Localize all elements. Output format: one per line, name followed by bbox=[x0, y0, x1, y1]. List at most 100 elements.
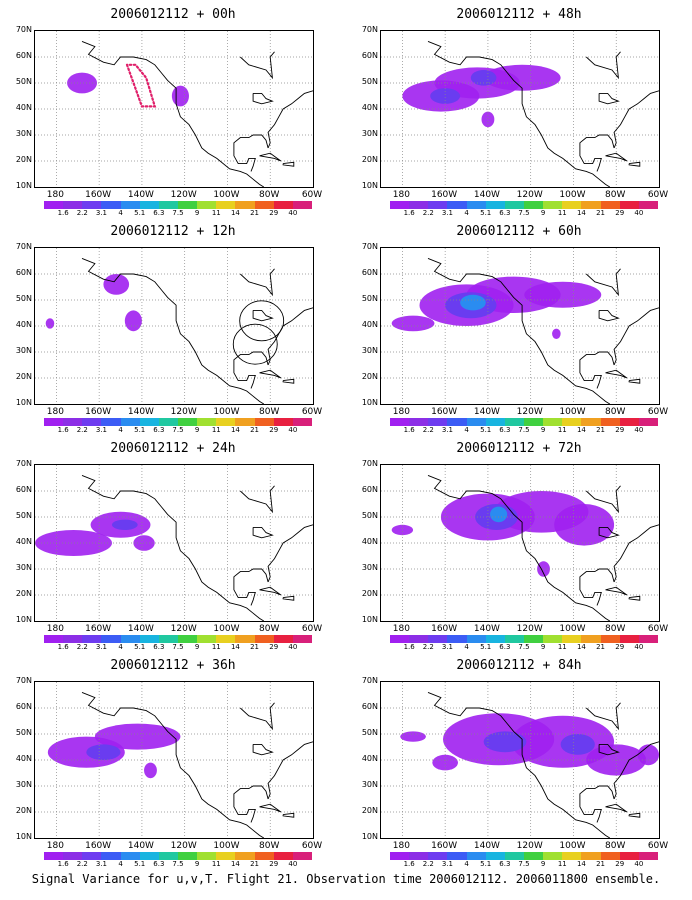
lon-label: 140W bbox=[127, 407, 154, 417]
colorbar-label: 1.6 bbox=[403, 643, 415, 651]
colorbar-swatch bbox=[254, 852, 274, 860]
colorbar-label: 11 bbox=[557, 643, 567, 651]
coastline bbox=[598, 526, 620, 539]
lat-label: 20N bbox=[15, 372, 32, 381]
colorbar-label: 4 bbox=[464, 209, 469, 217]
colorbar-swatch bbox=[504, 852, 524, 860]
lon-label: 120W bbox=[170, 190, 197, 200]
lon-label: 140W bbox=[127, 624, 154, 634]
coastline bbox=[267, 741, 313, 800]
colorbar-swatch bbox=[504, 635, 524, 643]
lat-label: 50N bbox=[15, 294, 32, 303]
colorbar-swatch bbox=[197, 635, 217, 643]
lon-label: 180 bbox=[392, 407, 410, 417]
variance-blob bbox=[400, 731, 426, 742]
lat-label: 30N bbox=[15, 129, 32, 138]
lat-label: 50N bbox=[361, 728, 378, 737]
coastline bbox=[239, 51, 275, 80]
lon-label: 80W bbox=[605, 190, 626, 200]
variance-blob bbox=[111, 519, 138, 530]
lon-label: 60W bbox=[301, 624, 323, 634]
colorbar-label: 1.6 bbox=[403, 860, 415, 868]
colorbar-label: 6.3 bbox=[499, 643, 511, 651]
colorbar-swatch bbox=[485, 635, 505, 643]
colorbar-swatch bbox=[273, 635, 293, 643]
colorbar-swatch bbox=[292, 635, 312, 643]
colorbar-label: 11 bbox=[211, 643, 221, 651]
colorbar-label: 9 bbox=[194, 860, 200, 868]
map-area bbox=[380, 247, 660, 405]
variance-blob bbox=[94, 723, 181, 750]
colorbar-label: 2.2 bbox=[422, 860, 434, 868]
map-panel-36h: 2006012112 + 36h 70N 60N 50N 40N 30N 20N 10N 180… bbox=[0, 651, 346, 868]
colorbar-swatch bbox=[638, 635, 658, 643]
colorbar-swatch bbox=[600, 201, 620, 209]
colorbar-swatch bbox=[158, 635, 178, 643]
lon-label: 160W bbox=[431, 624, 458, 634]
colorbar-swatch bbox=[273, 418, 293, 426]
lat-label: 50N bbox=[361, 77, 378, 86]
map-canvas bbox=[381, 31, 659, 187]
colorbar-label: 1.6 bbox=[57, 426, 69, 434]
coastline bbox=[605, 152, 628, 162]
lon-label: 60W bbox=[647, 190, 669, 200]
lon-label: 80W bbox=[259, 190, 280, 200]
colorbar-swatch bbox=[44, 201, 64, 209]
colorbar-label: 14 bbox=[230, 209, 240, 217]
map-canvas bbox=[35, 248, 313, 404]
colorbar-label: 14 bbox=[576, 426, 586, 434]
colorbar-label: 4 bbox=[118, 209, 123, 217]
colorbar-swatch bbox=[447, 201, 467, 209]
colorbar-swatch bbox=[600, 852, 620, 860]
colorbar-swatch bbox=[409, 201, 429, 209]
map-canvas bbox=[35, 31, 313, 187]
colorbar-label: 5.1 bbox=[134, 209, 146, 217]
lat-label: 20N bbox=[361, 372, 378, 381]
coastline bbox=[259, 369, 282, 379]
lon-label: 140W bbox=[127, 190, 154, 200]
lat-label: 70N bbox=[15, 242, 32, 251]
map-area bbox=[380, 681, 660, 839]
coastline bbox=[579, 785, 615, 823]
coastline bbox=[233, 134, 269, 172]
colorbar-swatch bbox=[63, 201, 83, 209]
colorbar-label: 40 bbox=[288, 426, 298, 434]
colorbar-swatch bbox=[581, 852, 601, 860]
variance-blob bbox=[86, 744, 121, 760]
lat-label: 10N bbox=[361, 181, 378, 190]
lat-label: 50N bbox=[15, 77, 32, 86]
colorbar-swatch bbox=[139, 635, 159, 643]
colorbar-label: 40 bbox=[288, 643, 298, 651]
colorbar-label: 29 bbox=[269, 860, 279, 868]
lon-label: 100W bbox=[213, 841, 240, 851]
colorbar-swatch bbox=[273, 852, 293, 860]
lon-label: 180 bbox=[46, 407, 64, 417]
lon-label: 180 bbox=[392, 841, 410, 851]
panel-title: 2006012112 + 48h bbox=[456, 7, 582, 22]
lon-label: 80W bbox=[605, 624, 626, 634]
lon-label: 60W bbox=[647, 407, 669, 417]
lat-label: 70N bbox=[361, 676, 378, 685]
lon-label: 100W bbox=[559, 841, 586, 851]
lat-label: 60N bbox=[361, 51, 378, 60]
coastline bbox=[598, 743, 620, 756]
colorbar-label: 7.5 bbox=[518, 860, 530, 868]
colorbar-swatch bbox=[216, 852, 236, 860]
lat-label: 40N bbox=[361, 320, 378, 329]
colorbar-label: 14 bbox=[576, 643, 586, 651]
colorbar-label: 29 bbox=[615, 860, 625, 868]
lon-label: 120W bbox=[516, 407, 543, 417]
map-area bbox=[34, 247, 314, 405]
colorbar-swatch bbox=[543, 635, 563, 643]
lon-label: 100W bbox=[213, 624, 240, 634]
lon-label: 100W bbox=[213, 190, 240, 200]
colorbar-swatch bbox=[235, 418, 255, 426]
lon-label: 180 bbox=[46, 624, 64, 634]
lat-label: 30N bbox=[361, 346, 378, 355]
colorbar-label: 1.6 bbox=[57, 209, 69, 217]
lon-label: 140W bbox=[473, 624, 500, 634]
colorbar-swatch bbox=[523, 418, 544, 426]
map-canvas bbox=[381, 682, 659, 838]
colorbar-swatch bbox=[638, 418, 658, 426]
colorbar-swatch bbox=[409, 635, 429, 643]
